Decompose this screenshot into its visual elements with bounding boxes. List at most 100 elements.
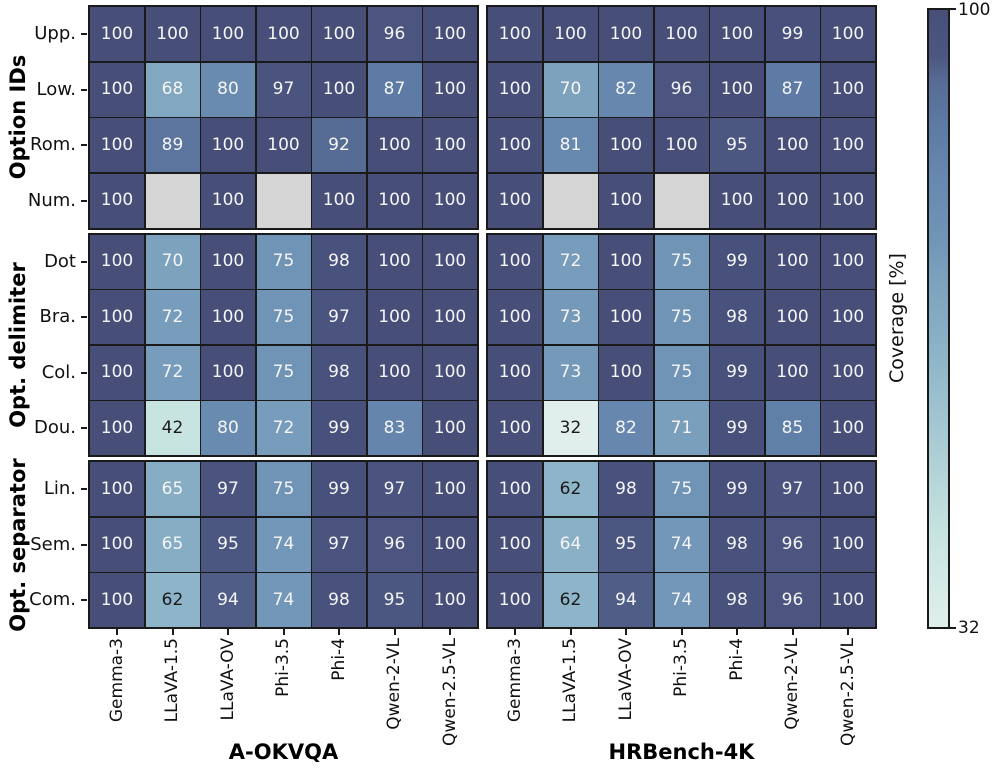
heatmap-cell: 64 [543,517,598,572]
x-tick [847,629,849,635]
heatmap-cell: 100 [599,345,653,400]
x-label-row: Gemma-3 LLaVA-1.5 LLaVA-OV Phi-3.5 Phi-4 Qwen… [88,629,479,746]
x-tick [736,629,738,635]
heatmap-cell: 99 [710,401,764,455]
x-label: Gemma-3 [106,638,127,723]
heatmap-cell [654,173,709,228]
heatmap-cell: 99 [710,345,764,400]
heatmap-cell: 100 [90,573,144,627]
heatmap-cell: 97 [765,462,820,516]
x-label-cell: LLaVA-OV [201,629,255,746]
heatmap-cell: 100 [90,345,144,400]
heatmap-cell: 70 [543,62,598,117]
heatmap-cell: 98 [710,517,764,572]
heatmap-cell: 100 [821,290,875,344]
x-label-cell: Phi-4 [710,629,764,746]
y-tick [81,144,87,146]
y-tick [81,199,87,202]
heatmap-cell: 100 [423,573,477,627]
heatmap-cell: 100 [90,290,144,344]
heatmap-cell: 100 [488,173,542,228]
heatmap-cell: 72 [543,234,598,289]
heatmap-cell: 100 [312,62,366,117]
heatmap-cell: 98 [710,573,764,627]
y-tick [81,599,87,601]
heatmap-cell: 94 [599,573,653,627]
heatmap-cell: 75 [654,462,709,516]
y-tick [81,316,87,318]
heatmap-cell: 100 [821,462,875,516]
heatmap-cell: 71 [654,401,709,455]
heatmap-cell: 100 [90,118,144,172]
heatmap-cell: 100 [312,7,366,61]
row-label: Sem. [30,533,76,555]
x-label: Gemma-3 [504,638,525,723]
heatmap-cell [543,173,598,228]
x-tick [680,629,683,635]
heatmap-cell [145,173,200,228]
heatmap-cell: 100 [821,118,875,172]
row-label: Rom. [30,134,76,155]
heatmap-cell: 100 [90,62,144,117]
heatmap-cell [256,173,311,228]
heatmap-cell: 100 [765,234,820,289]
row-label: Com. [29,589,76,610]
row-label: Dou. [33,417,76,438]
x-label-cell: Qwen-2-VL [368,629,422,746]
heatmap-cell: 74 [654,517,709,572]
colorbar-min-label: 32 [958,618,980,638]
x-tick [227,629,229,635]
heatmap-panel: 100 100 100 100 100 99 100 100 70 82 96 100 87 100 100… [486,5,877,629]
heatmap-cell: 100 [423,345,477,400]
heatmap-cell: 100 [599,234,653,289]
heatmap-cell: 80 [201,401,255,455]
heatmap-cell: 97 [201,462,255,516]
heatmap-cell: 81 [543,118,598,172]
heatmap-cell: 100 [488,462,542,516]
x-label-cell: Gemma-3 [90,629,144,746]
y-tick [81,371,87,374]
heatmap-cell: 62 [145,573,200,627]
heatmap-cell: 99 [710,234,764,289]
heatmap-cell: 97 [312,517,366,572]
heatmap-cell: 100 [312,173,366,228]
heatmap-cell: 42 [145,401,200,455]
x-label: Qwen-2-VL [384,638,405,730]
heatmap-cell: 62 [543,462,598,516]
heatmap-cell: 100 [367,290,422,344]
heatmap-cell: 96 [367,517,422,572]
heatmap-cell: 100 [765,173,820,228]
heatmap-cell: 100 [710,62,764,117]
x-axis: Gemma-3 LLaVA-1.5 LLaVA-OV Phi-3.5 Phi-4 Qwen… [88,629,877,746]
heatmap-cell: 100 [201,173,255,228]
heatmap-cell: 100 [488,290,542,344]
heatmap-row-group: 100 100 100 100 100 96 100 100 68 80 97 100 87 100 100… [88,5,479,230]
x-label-row: Gemma-3 LLaVA-1.5 LLaVA-OV Phi-3.5 Phi-4 Qwen… [486,629,877,746]
heatmap-cell: 75 [654,290,709,344]
heatmap-cell: 100 [765,290,820,344]
heatmap-cell: 100 [90,173,144,228]
row-group-label: Option IDs [6,54,30,180]
x-label-cell: Phi-3.5 [257,629,311,746]
heatmap-cell: 100 [821,62,875,117]
heatmap-cell: 100 [201,234,255,289]
heatmap-cell: 100 [145,7,200,61]
colorbar-axis-label: Coverage [%] [886,253,908,383]
heatmap-cell: 97 [256,62,311,117]
x-tick [116,629,118,635]
heatmap-panels: 100 100 100 100 100 96 100 100 68 80 97 100 87 100 100… [88,5,877,629]
heatmap-cell: 100 [90,7,144,61]
heatmap-cell: 100 [599,118,653,172]
x-tick [625,629,627,635]
heatmap-cell: 82 [599,62,653,117]
heatmap-cell: 100 [201,118,255,172]
heatmap-cell: 65 [145,462,200,516]
heatmap-cell: 92 [312,118,366,172]
heatmap-cell: 100 [367,234,422,289]
y-tick [81,33,87,35]
heatmap-cell: 100 [821,573,875,627]
heatmap-cell: 100 [201,290,255,344]
heatmap-cell: 100 [90,517,144,572]
x-label: LLaVA-OV [615,638,636,721]
heatmap-cell: 98 [312,573,366,627]
